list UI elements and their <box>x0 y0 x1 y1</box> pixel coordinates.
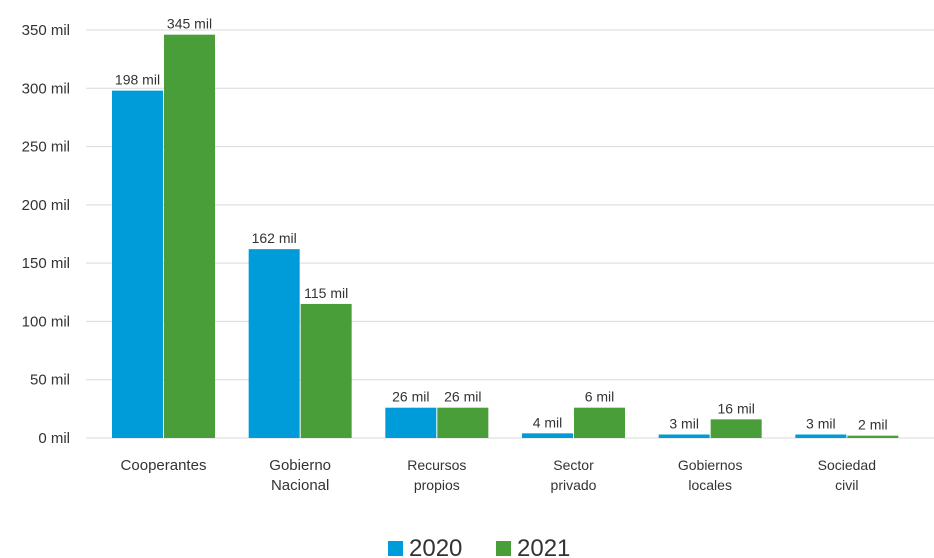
y-tick-label: 250 mil <box>22 139 70 156</box>
y-tick-label: 350 mil <box>22 22 70 39</box>
y-tick-label: 0 mil <box>38 430 70 447</box>
data-label: 6 mil <box>585 389 615 405</box>
y-axis-ticks: 0 mil 50 mil 100 mil 150 mil 200 mil 250 mil 3… <box>22 22 70 447</box>
data-label: 16 mil <box>717 400 754 416</box>
category-label: Recursos <box>407 457 466 473</box>
category-label: privado <box>551 477 597 493</box>
category-label: Cooperantes <box>121 457 207 474</box>
bar-2021-1 <box>301 304 352 438</box>
category-label: Sector <box>553 457 594 473</box>
category-label: Sociedad <box>818 457 876 473</box>
bar-2020-3 <box>522 433 573 438</box>
category-label: Gobiernos <box>678 457 743 473</box>
bar-2021-0 <box>164 35 215 438</box>
legend-swatch-2020 <box>388 541 403 556</box>
data-label: 4 mil <box>533 414 563 430</box>
data-label: 3 mil <box>669 416 699 432</box>
legend-swatch-2021 <box>496 541 511 556</box>
y-tick-label: 150 mil <box>22 255 70 272</box>
data-labels: 198 mil 345 mil 162 mil 115 mil 26 mil 26 mil… <box>115 16 888 433</box>
bar-2021-2 <box>437 408 488 438</box>
category-label: locales <box>688 477 732 493</box>
bars <box>112 35 898 438</box>
data-label: 198 mil <box>115 72 160 88</box>
bar-2021-3 <box>574 408 625 438</box>
category-label: propios <box>414 477 460 493</box>
y-tick-label: 50 mil <box>30 372 70 389</box>
y-tick-label: 200 mil <box>22 197 70 214</box>
bar-2021-4 <box>711 419 762 438</box>
legend-label-2021: 2021 <box>517 535 570 558</box>
data-label: 26 mil <box>444 389 481 405</box>
bar-2020-5 <box>795 435 846 438</box>
data-label: 345 mil <box>167 16 212 32</box>
bar-2021-5 <box>847 436 898 438</box>
data-label: 2 mil <box>858 417 888 433</box>
category-label: civil <box>835 477 858 493</box>
legend-label-2020: 2020 <box>409 535 462 558</box>
category-label: Gobierno <box>269 457 331 474</box>
data-label: 26 mil <box>392 389 429 405</box>
bar-2020-0 <box>112 91 163 438</box>
bar-2020-1 <box>249 249 300 438</box>
y-tick-label: 300 mil <box>22 80 70 97</box>
data-label: 115 mil <box>304 285 348 301</box>
category-label: Nacional <box>271 477 329 494</box>
bar-2020-2 <box>385 408 436 438</box>
y-tick-label: 100 mil <box>22 313 70 330</box>
bar-2020-4 <box>659 435 710 438</box>
data-label: 3 mil <box>806 416 836 432</box>
legend: 2020 2021 <box>388 535 570 558</box>
data-label: 162 mil <box>252 230 297 246</box>
x-axis-categories: Cooperantes Gobierno Nacional Recursos propi… <box>121 457 876 494</box>
